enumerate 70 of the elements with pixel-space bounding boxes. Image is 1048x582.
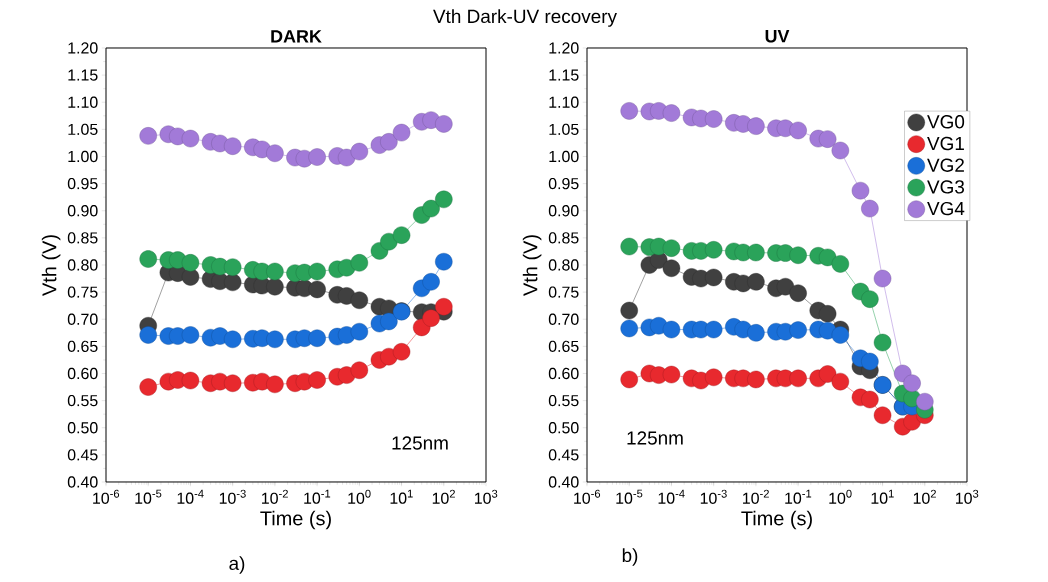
y-tick-label: 0.55 — [67, 394, 98, 407]
chart-title: UV — [765, 29, 790, 43]
y-tick-label: 0.65 — [548, 340, 579, 353]
y-axis-title: Vth (V) — [41, 235, 61, 296]
y-tick-label: 0.45 — [548, 449, 579, 461]
y-tick-label: 0.70 — [548, 313, 579, 325]
y-tick-label: 1.10 — [549, 96, 579, 108]
legend-label: VG1 — [927, 136, 964, 151]
x-tick-label: 10$^{3}$ — [475, 489, 498, 504]
y-tick-label: 0.45 — [67, 449, 98, 461]
y-tick-label: 0.60 — [548, 367, 579, 380]
y-tick-label: 1.10 — [68, 96, 98, 108]
y-tick-label: 0.50 — [548, 422, 579, 434]
x-tick-label: 10$^{-6}$ — [93, 489, 120, 504]
y-tick-label: 0.90 — [548, 205, 579, 217]
y-tick-label: 1.05 — [68, 123, 98, 136]
x-axis-title: Time (s) — [260, 510, 331, 530]
x-tick-label: 10$^{-2}$ — [743, 489, 769, 504]
y-tick-label: 0.65 — [67, 340, 98, 353]
text: Vth Dark-UV recovery — [433, 9, 617, 27]
x-tick-label: 10$^{3}$ — [956, 489, 979, 504]
legend-label: VG0 — [927, 115, 965, 129]
x-tick-label: 10$^{0}$ — [829, 489, 852, 504]
y-tick-label: 0.85 — [67, 232, 98, 244]
x-tick-label: 10$^{-5}$ — [616, 489, 643, 504]
x-tick-label: 10$^{-1}$ — [785, 489, 812, 504]
annotation: 125nm — [627, 431, 683, 445]
x-tick-label: 10$^{1}$ — [871, 489, 894, 504]
x-tick-label: 10$^{-1}$ — [304, 489, 331, 504]
x-tick-label: 10$^{-5}$ — [135, 489, 162, 504]
x-tick-label: 10$^{2}$ — [913, 489, 936, 504]
y-tick-label: 0.80 — [67, 259, 98, 271]
x-tick-label: 10$^{-6}$ — [574, 489, 601, 504]
y-tick-label: 0.40 — [548, 476, 579, 488]
y-tick-label: 1.05 — [549, 123, 579, 136]
y-tick-label: 0.55 — [548, 394, 579, 407]
y-tick-label: 1.20 — [549, 42, 579, 54]
y-tick-label: 1.15 — [549, 69, 579, 81]
legend-label: VG3 — [927, 180, 965, 194]
x-tick-label: 10$^{1}$ — [390, 489, 413, 504]
x-tick-label: 10$^{-3}$ — [219, 489, 246, 504]
y-tick-label: 0.95 — [548, 177, 579, 190]
y-tick-label: 0.40 — [67, 476, 98, 488]
x-tick-label: 10$^{-4}$ — [177, 489, 204, 504]
y-tick-label: 0.95 — [67, 177, 98, 190]
y-tick-label: 1.20 — [68, 42, 98, 54]
x-tick-label: 10$^{-2}$ — [262, 489, 288, 504]
text: a) — [229, 556, 245, 574]
y-tick-label: 0.85 — [548, 232, 579, 244]
legend-label: VG4 — [927, 201, 965, 216]
y-tick-label: 0.50 — [67, 422, 98, 434]
x-tick-label: 10$^{-4}$ — [658, 489, 685, 504]
x-tick-label: 10$^{-3}$ — [700, 489, 727, 504]
legend-label: VG2 — [927, 158, 964, 172]
y-tick-label: 0.75 — [67, 286, 98, 298]
x-axis-title: Time (s) — [741, 510, 812, 530]
y-tick-label: 0.90 — [67, 205, 98, 217]
y-tick-label: 0.80 — [548, 259, 579, 271]
y-tick-label: 0.70 — [67, 313, 98, 325]
annotation: 125nm — [392, 436, 448, 450]
y-tick-label: 0.75 — [548, 286, 579, 298]
y-axis-title: Vth (V) — [522, 235, 542, 296]
x-tick-label: 10$^{2}$ — [432, 489, 455, 504]
chart-title: DARK — [271, 30, 322, 43]
x-tick-label: 10$^{0}$ — [348, 489, 371, 504]
y-tick-label: 1.00 — [68, 150, 98, 163]
y-tick-label: 1.15 — [68, 69, 98, 81]
y-tick-label: 0.60 — [67, 367, 98, 380]
y-tick-label: 1.00 — [549, 150, 579, 163]
text: b) — [622, 548, 638, 566]
